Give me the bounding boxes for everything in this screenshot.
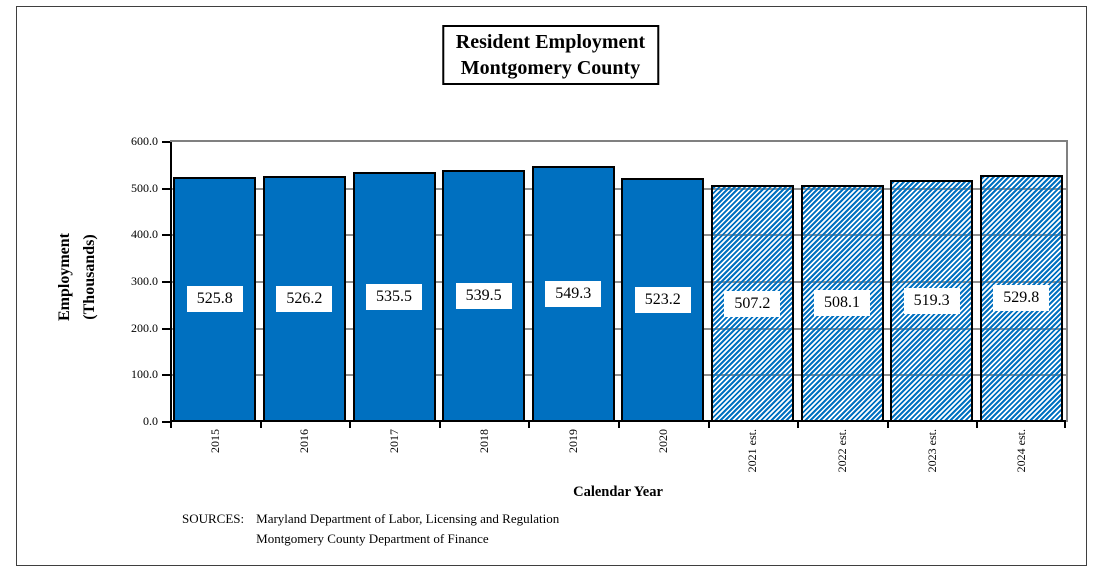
x-category-label: 2015 xyxy=(207,429,222,453)
gridline xyxy=(170,327,1066,330)
x-axis-line xyxy=(170,420,1066,422)
bar-value-label: 549.3 xyxy=(545,280,602,307)
y-tick-mark xyxy=(162,187,170,190)
x-tick-mark xyxy=(976,422,979,428)
y-tick-mark xyxy=(162,141,170,143)
gridline xyxy=(170,187,1066,190)
y-tick-label: 500.0 xyxy=(131,180,158,195)
x-tick-mark xyxy=(797,422,800,428)
y-tick-label: 0.0 xyxy=(143,414,158,428)
x-category-label: 2022 est. xyxy=(835,429,849,473)
y-axis-title-line1: Employment xyxy=(56,233,73,321)
x-tick-mark xyxy=(618,422,620,428)
y-tick-mark xyxy=(162,327,170,330)
bar-value-label: 539.5 xyxy=(455,283,512,310)
sources-label: SOURCES: xyxy=(182,511,245,526)
sources-note: SOURCES: Maryland Department of Labor, L… xyxy=(182,509,559,549)
y-tick-label: 600.0 xyxy=(131,134,158,148)
chart-title-line1: Resident Employment xyxy=(455,31,646,53)
x-category-label: 2016 xyxy=(297,429,312,453)
x-tick-mark xyxy=(259,422,262,428)
x-category-label: 2018 xyxy=(476,429,491,453)
y-tick-label: 100.0 xyxy=(131,367,158,382)
gridline xyxy=(170,374,1066,377)
y-tick-mark xyxy=(162,421,170,423)
x-category-label: 2019 xyxy=(566,429,581,453)
y-tick-mark xyxy=(162,281,170,283)
bar-value-label: 525.8 xyxy=(186,286,243,313)
y-tick-mark xyxy=(162,234,170,237)
source-line-2: Montgomery County Department of Finance xyxy=(256,531,489,546)
chart-title: Resident Employment Montgomery County xyxy=(441,25,660,85)
chart-outer-frame xyxy=(16,6,1087,566)
bar-value-label: 523.2 xyxy=(634,286,691,313)
x-category-label: 2021 est. xyxy=(745,429,760,473)
x-category-label: 2020 xyxy=(655,429,670,453)
x-tick-mark xyxy=(438,422,441,428)
x-tick-mark xyxy=(349,422,352,428)
x-tick-mark xyxy=(707,422,710,428)
x-category-label: 2024 est. xyxy=(1014,429,1029,473)
bar-value-label: 508.1 xyxy=(814,290,870,317)
bar-value-label: 535.5 xyxy=(366,284,422,311)
chart-title-line2: Montgomery County xyxy=(460,57,641,79)
source-line-1: Maryland Department of Labor, Licensing … xyxy=(256,511,560,526)
bar-value-label: 526.2 xyxy=(276,286,333,313)
bar-value-label: 529.8 xyxy=(993,285,1050,312)
x-category-label: 2017 xyxy=(387,429,401,453)
gridline xyxy=(170,234,1066,237)
y-tick-mark xyxy=(162,374,170,377)
sources-lines: Maryland Department of Labor, Licensing … xyxy=(256,509,559,549)
x-tick-mark xyxy=(528,422,531,428)
bar-value-label: 507.2 xyxy=(724,290,781,317)
y-axis-line xyxy=(170,142,172,428)
gridline xyxy=(170,281,1066,283)
bar-value-label: 519.3 xyxy=(903,287,960,314)
x-category-label: 2023 est. xyxy=(924,429,939,473)
plot-area: 600.0 500.0 400.0 300.0 200.0 100.0 0.0 525.8 20… xyxy=(131,134,1068,472)
x-tick-mark xyxy=(1064,422,1066,428)
y-tick-label: 400.0 xyxy=(131,227,158,242)
x-axis-title: Calendar Year xyxy=(573,484,663,500)
y-tick-label: 200.0 xyxy=(131,320,158,335)
y-tick-label: 300.0 xyxy=(131,274,158,288)
x-tick-mark xyxy=(886,422,889,428)
